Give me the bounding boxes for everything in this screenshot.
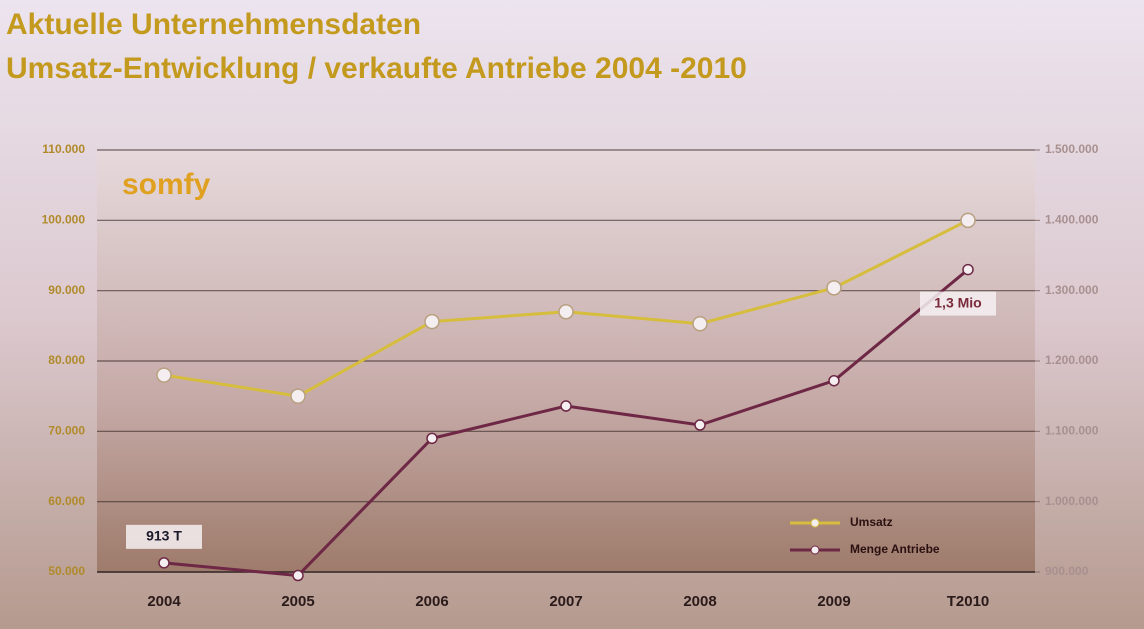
data-point [292,569,304,582]
chart-subtitle: Umsatz-Entwicklung / verkaufte Antriebe … [6,52,747,85]
x-tick-label: 2008 [683,593,716,610]
x-tick-label: 2007 [549,593,582,610]
legend-label: Umsatz [850,515,893,529]
legend-marker [810,518,820,528]
data-label-box [920,291,996,316]
data-point [960,212,976,229]
y2-tick-label: 1.200.000 [1045,353,1099,367]
y-tick-label: 80.000 [48,353,85,367]
data-point [424,313,440,330]
data-point [962,263,974,276]
data-point [694,419,706,431]
y-tick-label: 70.000 [48,424,85,438]
y-tick-label: 60.000 [48,494,85,508]
y2-tick-label: 1.400.000 [1045,213,1099,227]
data-point [828,374,840,387]
y-tick-label: 50.000 [48,564,85,578]
data-point [290,388,306,404]
x-tick-label: 2004 [147,593,181,610]
data-point [560,400,572,412]
x-tick-label: T2010 [947,593,990,610]
data-point [558,304,574,320]
y-tick-label: 90.000 [48,283,85,297]
y-tick-label: 110.000 [42,142,85,156]
chart-title: Aktuelle Unternehmensdaten [6,8,421,41]
data-point [158,557,170,569]
x-tick-label: 2005 [281,593,314,610]
y2-tick-label: 1.100.000 [1045,424,1099,438]
data-point [156,367,172,383]
x-tick-label: 2009 [817,593,850,610]
data-point [426,432,438,445]
data-label: 1,3 Mio [934,294,981,310]
data-label-box [126,524,202,549]
x-tick-label: 2006 [415,593,448,610]
legend-marker [810,545,820,555]
data-point [826,280,842,296]
y2-tick-label: 1.500.000 [1045,142,1099,156]
data-point [692,315,708,332]
data-label: 913 T [146,528,182,544]
logo: somfy [122,168,211,201]
y2-tick-label: 1.300.000 [1045,283,1099,297]
y-tick-label: 100.000 [42,213,86,227]
y2-tick-label: 900.000 [1045,564,1089,578]
y2-tick-label: 1.000.000 [1045,494,1099,508]
legend-label: Menge Antriebe [850,542,940,556]
